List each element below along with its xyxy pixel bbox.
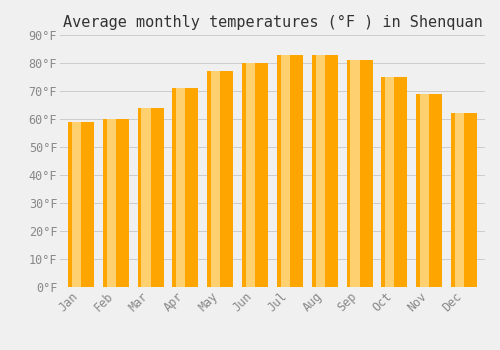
Bar xyxy=(346,60,372,287)
Bar xyxy=(455,113,464,287)
Bar xyxy=(72,122,81,287)
Bar xyxy=(172,88,199,287)
Bar xyxy=(316,55,325,287)
Bar xyxy=(350,60,360,287)
Bar xyxy=(211,71,220,287)
Bar xyxy=(102,119,129,287)
Bar xyxy=(246,63,255,287)
Bar xyxy=(281,55,290,287)
Bar xyxy=(207,71,234,287)
Bar xyxy=(420,94,430,287)
Bar xyxy=(142,108,150,287)
Bar xyxy=(382,77,407,287)
Bar xyxy=(176,88,186,287)
Bar xyxy=(138,108,164,287)
Bar xyxy=(451,113,477,287)
Bar xyxy=(277,55,303,287)
Bar xyxy=(68,122,94,287)
Title: Average monthly temperatures (°F ) in Shenquan: Average monthly temperatures (°F ) in Sh… xyxy=(62,15,482,30)
Bar xyxy=(416,94,442,287)
Bar xyxy=(242,63,268,287)
Bar xyxy=(386,77,394,287)
Bar xyxy=(106,119,116,287)
Bar xyxy=(312,55,338,287)
